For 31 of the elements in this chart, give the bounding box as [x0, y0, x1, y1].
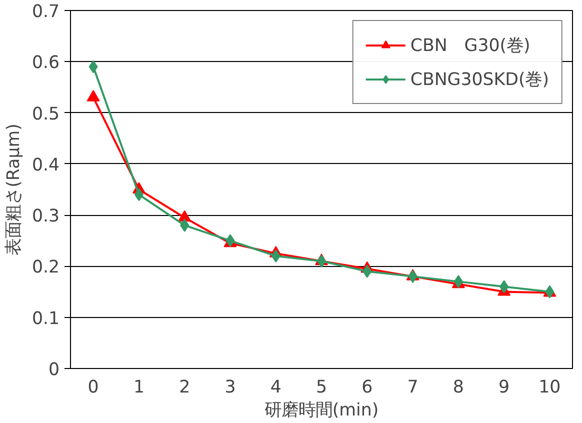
legend-label: CBN G30(巻): [410, 35, 530, 57]
legend-label: CBNG30SKD(巻): [410, 69, 549, 91]
point: [271, 249, 280, 262]
x-tick-label: 4: [270, 378, 282, 398]
x-tick-label: 3: [224, 378, 236, 398]
x-tick-label: 9: [498, 378, 510, 398]
y-tick-label: 0: [48, 360, 60, 380]
point: [500, 280, 509, 294]
x-tick-label: 8: [452, 378, 464, 398]
point: [86, 90, 100, 102]
point: [408, 270, 418, 283]
point: [88, 60, 98, 74]
x-tick-label: 2: [179, 378, 190, 398]
x-tick-label: 10: [538, 378, 561, 398]
x-tick-label: 0: [88, 378, 99, 398]
point: [362, 264, 372, 278]
y-tick-label: 0.5: [32, 104, 60, 124]
x-tick-label: 5: [316, 378, 328, 398]
y-tick-label: 0.1: [32, 308, 60, 329]
x-tick-label: 1: [133, 378, 144, 398]
x-tick-label: 7: [407, 378, 418, 398]
point: [134, 188, 144, 202]
y-tick-label: 0.4: [32, 155, 60, 176]
x-tick-label: 6: [362, 378, 373, 398]
point: [180, 218, 190, 232]
y-axis-title: 表面粗さ(Raμm): [4, 124, 24, 256]
y-tick-label: 0.2: [32, 258, 60, 278]
y-tick-label: 0.7: [32, 2, 60, 22]
y-tick-label: 0.6: [32, 53, 60, 74]
x-axis-title: 研磨時間(min): [264, 400, 379, 420]
y-tick-label: 0.3: [32, 206, 60, 227]
